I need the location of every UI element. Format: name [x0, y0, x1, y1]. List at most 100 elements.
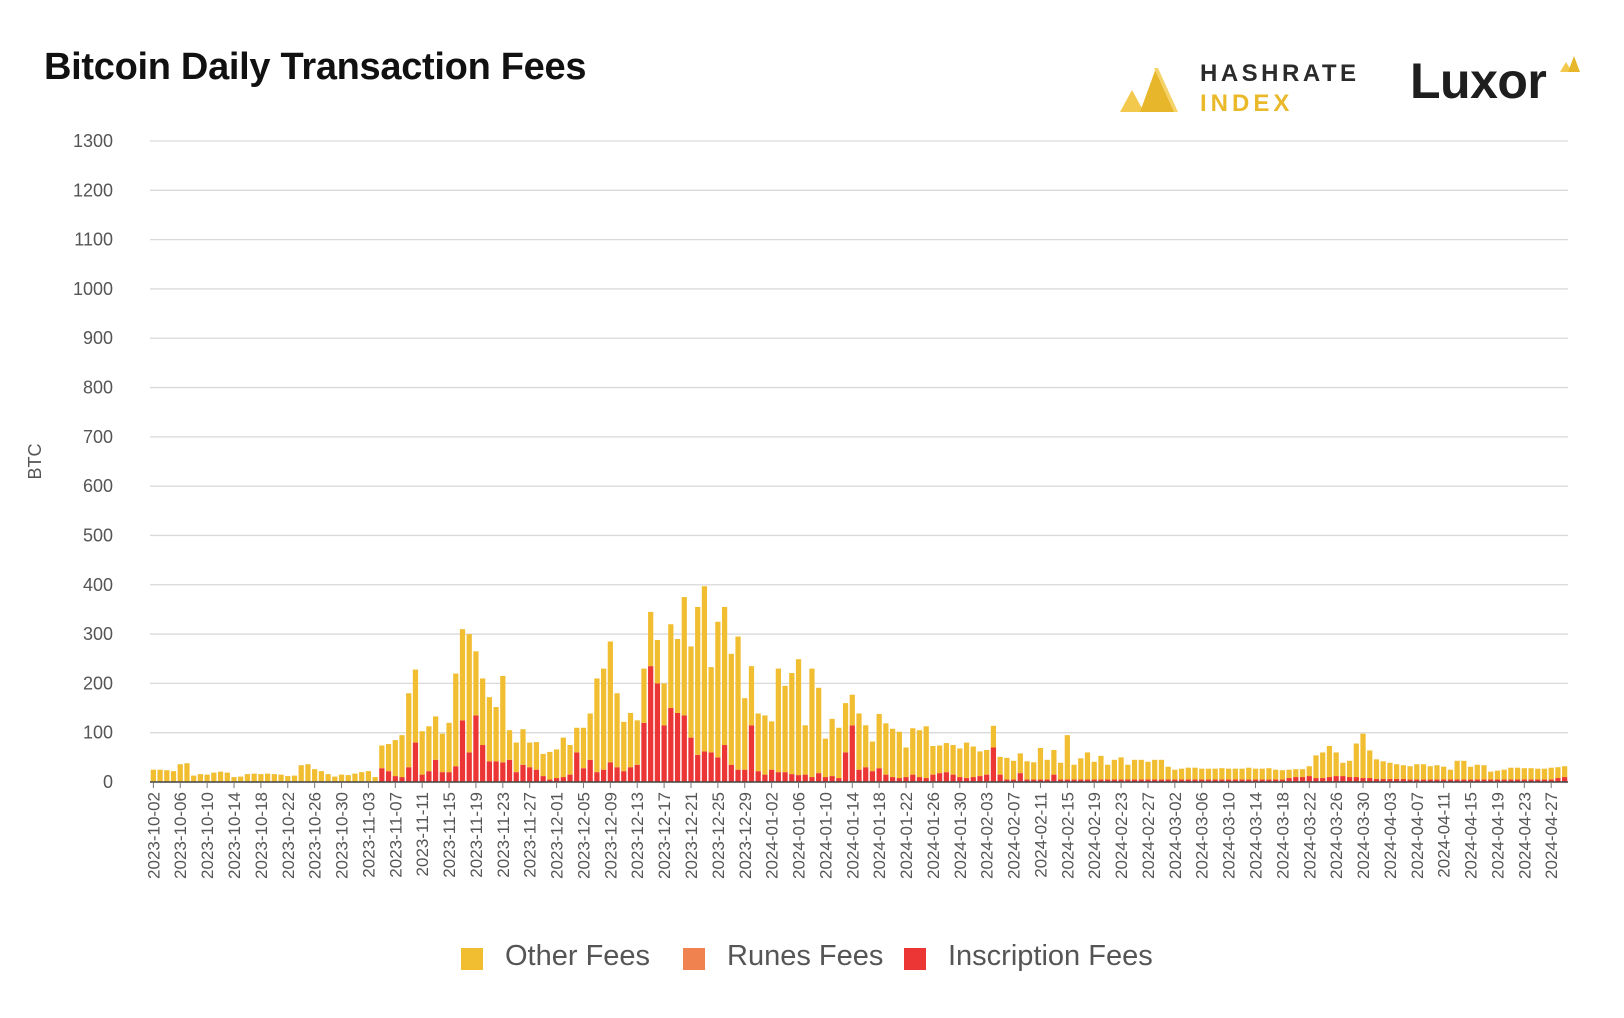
bar-other-fees	[244, 774, 251, 782]
bar-other-fees	[742, 698, 748, 770]
bar-inscription-fees	[748, 725, 755, 782]
bar-other-fees	[903, 747, 909, 778]
bar-inscription-fees	[1199, 779, 1205, 782]
bar-other-fees	[466, 634, 472, 753]
x-tick-label: 2023-11-19	[467, 792, 486, 878]
bar-other-fees	[1078, 758, 1084, 780]
bar-inscription-fees	[1239, 779, 1245, 782]
bar-inscription-fees	[1051, 774, 1057, 782]
bar-other-fees	[1098, 755, 1104, 780]
bar-other-fees	[365, 771, 372, 782]
bar-inscription-fees	[1037, 779, 1044, 782]
x-tick-label: 2024-04-27	[1542, 792, 1561, 879]
bar-other-fees	[769, 721, 775, 770]
bar-other-fees	[1273, 769, 1279, 780]
bar-other-fees	[298, 765, 304, 782]
bar-inscription-fees	[1185, 779, 1191, 782]
bar-other-fees	[1407, 766, 1413, 780]
bar-other-fees	[1555, 767, 1561, 779]
bar-inscription-fees	[1219, 779, 1225, 782]
bar-inscription-fees	[789, 774, 795, 782]
bar-other-fees	[822, 738, 829, 778]
bar-inscription-fees	[453, 766, 459, 782]
bar-inscription-fees	[1165, 779, 1171, 782]
bar-other-fees	[594, 678, 600, 773]
bar-inscription-fees	[829, 776, 835, 782]
bar-other-fees	[1387, 762, 1393, 780]
x-tick-label: 2023-10-02	[144, 792, 163, 879]
bar-other-fees	[1467, 766, 1474, 780]
bar-inscription-fees	[715, 757, 721, 782]
bar-inscription-fees	[1414, 779, 1420, 782]
bar-inscription-fees	[708, 752, 714, 782]
bar-other-fees	[1441, 766, 1447, 780]
bar-other-fees	[1199, 768, 1205, 780]
chart-title: Bitcoin Daily Transaction Fees	[44, 46, 587, 88]
bar-other-fees	[325, 774, 331, 782]
x-tick-label: 2024-03-10	[1220, 792, 1239, 879]
bar-other-fees	[332, 776, 338, 782]
bar-other-fees	[708, 667, 714, 753]
bar-other-fees	[957, 748, 963, 778]
bar-other-fees	[527, 742, 533, 768]
bar-inscription-fees	[1259, 779, 1265, 782]
x-tick-label: 2023-12-01	[548, 792, 567, 879]
legend-label-inscription: Inscription Fees	[948, 940, 1153, 972]
bar-inscription-fees	[721, 745, 728, 782]
bar-inscription-fees	[1111, 779, 1117, 782]
bar-other-fees	[836, 727, 842, 779]
x-tick-label: 2023-11-07	[386, 792, 405, 878]
hashrate-logo-text: HASHRATE	[1200, 60, 1360, 87]
bar-inscription-fees	[1172, 779, 1178, 782]
bar-inscription-fees	[1548, 779, 1554, 782]
bar-inscription-fees	[856, 769, 862, 782]
bar-inscription-fees	[1474, 779, 1480, 782]
bar-other-fees	[937, 745, 943, 774]
bar-other-fees	[312, 769, 318, 782]
bar-inscription-fees	[842, 752, 849, 782]
bar-inscription-fees	[480, 745, 486, 782]
bar-inscription-fees	[970, 777, 976, 782]
bar-inscription-fees	[1131, 779, 1138, 782]
bar-other-fees	[513, 742, 519, 773]
bar-other-fees	[204, 774, 210, 782]
bar-other-fees	[553, 749, 560, 779]
bar-other-fees	[547, 751, 553, 780]
bar-inscription-fees	[1340, 776, 1346, 782]
bar-inscription-fees	[1400, 779, 1406, 782]
bar-other-fees	[896, 731, 902, 779]
x-tick-label: 2023-10-10	[198, 792, 217, 879]
bar-inscription-fees	[1394, 779, 1400, 782]
bar-other-fees	[318, 771, 324, 782]
x-tick-label: 2023-10-06	[171, 792, 190, 879]
x-tick-label: 2024-03-30	[1354, 792, 1373, 879]
bar-inscription-fees	[782, 772, 788, 782]
y-tick-label: 1200	[73, 180, 113, 200]
y-tick-label: 500	[83, 525, 113, 545]
bar-other-fees	[923, 726, 929, 779]
bar-inscription-fees	[1266, 779, 1272, 782]
bar-inscription-fees	[1306, 776, 1312, 782]
bar-inscription-fees	[916, 777, 923, 782]
bar-inscription-fees	[1078, 779, 1084, 782]
bar-other-fees	[385, 744, 392, 772]
bar-inscription-fees	[439, 772, 445, 782]
y-tick-label: 1100	[74, 230, 113, 250]
bar-other-fees	[782, 685, 788, 773]
bar-other-fees	[1326, 746, 1333, 778]
bar-other-fees	[1488, 771, 1494, 780]
bar-inscription-fees	[836, 778, 842, 782]
bar-inscription-fees	[594, 772, 600, 782]
x-tick-label: 2023-11-15	[440, 792, 459, 878]
bar-other-fees	[1548, 767, 1554, 780]
bar-inscription-fees	[506, 759, 513, 782]
bar-other-fees	[970, 746, 976, 778]
bar-other-fees	[1514, 767, 1521, 780]
bar-inscription-fees	[1434, 779, 1440, 782]
bar-other-fees	[930, 746, 936, 775]
bar-other-fees	[352, 773, 358, 782]
x-tick-label: 2024-02-15	[1058, 792, 1077, 879]
bar-other-fees	[278, 774, 284, 782]
bar-other-fees	[816, 687, 822, 774]
bar-inscription-fees	[701, 751, 708, 782]
